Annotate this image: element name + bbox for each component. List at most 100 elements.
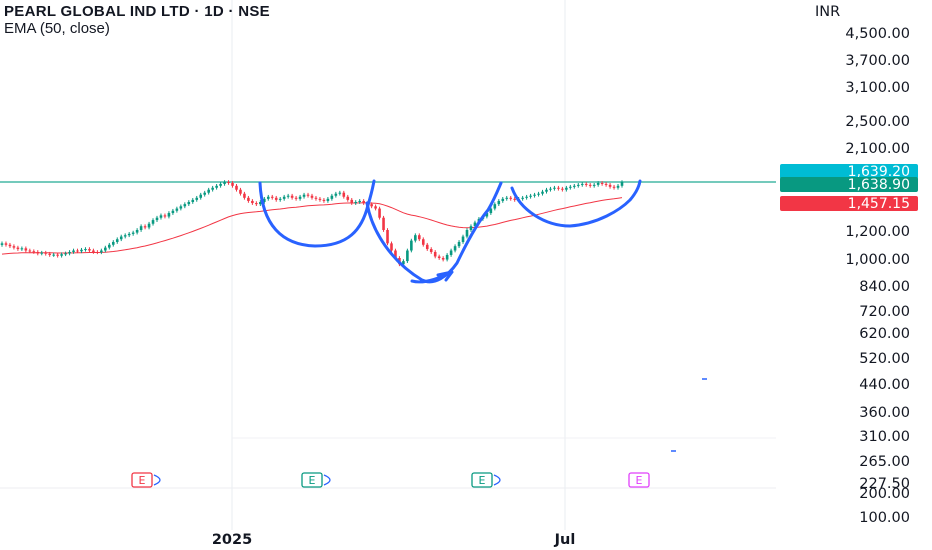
candle-body: [437, 256, 441, 258]
candle-body: [4, 243, 8, 245]
candle-body: [489, 208, 493, 214]
candle-body: [111, 241, 115, 245]
candle-body: [119, 236, 123, 240]
price-tick-label: 227.50: [859, 476, 910, 492]
earnings-marker[interactable]: [131, 472, 153, 488]
candle-body: [302, 194, 306, 197]
earnings-marker-label: E: [309, 474, 316, 487]
candle-body: [354, 202, 358, 204]
price-tick-label: 200.00: [859, 486, 910, 502]
candle-body: [569, 186, 572, 188]
candle-body: [12, 246, 16, 248]
ema-value-label: 1,457.15: [848, 196, 910, 212]
candle-body: [414, 235, 417, 241]
earnings-marker[interactable]: [628, 472, 650, 488]
price-tick-label: 2,100.00: [845, 141, 910, 157]
candle-body: [159, 215, 163, 218]
candle-body: [521, 197, 524, 199]
candle-body: [282, 196, 286, 199]
dividend-arc-icon: [493, 474, 501, 486]
candle-body: [115, 239, 119, 242]
candle-body: [576, 184, 580, 186]
candle-body: [239, 189, 242, 194]
candle-body: [314, 197, 318, 199]
earnings-marker-label: E: [636, 474, 643, 487]
candle-body: [553, 187, 556, 189]
candle-body: [394, 250, 397, 258]
chart-title: PEARL GLOBAL IND LTD · 1D · NSE: [4, 3, 270, 20]
candle-body: [358, 200, 361, 202]
candle-body: [127, 233, 131, 236]
candle-body: [322, 199, 326, 201]
candle-body: [163, 215, 167, 217]
candle-body: [378, 208, 381, 218]
candle-body: [402, 261, 405, 265]
candle-body: [183, 204, 187, 207]
candle-body: [104, 247, 107, 251]
candle-body: [592, 184, 596, 186]
candle-body: [123, 235, 127, 237]
candle-body: [449, 250, 453, 255]
candle-body: [203, 192, 206, 195]
candle-body: [501, 198, 505, 201]
price-tick-label: 310.00: [859, 429, 910, 445]
candle-body: [334, 193, 338, 196]
candle-body: [525, 196, 528, 198]
earnings-marker[interactable]: [301, 472, 323, 488]
candle-body: [147, 223, 151, 228]
price-tick-label: 720.00: [859, 304, 910, 320]
candle-body: [143, 226, 147, 228]
candle-body: [350, 199, 354, 204]
price-tick-label: 520.00: [859, 351, 910, 367]
earnings-marker[interactable]: [471, 472, 493, 488]
candle-body: [612, 186, 616, 188]
candle-body: [40, 252, 44, 254]
candle-body: [608, 184, 612, 187]
earnings-marker-label: E: [479, 474, 486, 487]
candle-body: [306, 194, 310, 196]
candle-body: [251, 200, 254, 204]
price-tick-label: 620.00: [859, 326, 910, 342]
candle-body: [604, 183, 608, 185]
price-tick-label: 4,500.00: [845, 26, 910, 42]
candle-body: [0, 243, 4, 245]
hand-drawn-curve[interactable]: [510, 179, 642, 228]
time-tick-label: Jul: [554, 532, 576, 548]
candle-body: [52, 254, 55, 256]
candle-body: [108, 244, 111, 248]
candle-body: [155, 217, 159, 221]
candle-body: [84, 249, 87, 251]
candle-body: [294, 197, 298, 199]
candle-body: [584, 183, 588, 185]
candle-body: [175, 208, 179, 211]
candle-body: [362, 200, 365, 204]
price-axis[interactable]: [776, 0, 932, 550]
candle-body: [425, 244, 429, 250]
candle-body: [374, 206, 377, 209]
candle-body: [453, 246, 457, 251]
hand-drawn-curve[interactable]: [365, 181, 503, 284]
candle-body: [44, 252, 48, 254]
candle-body: [513, 198, 516, 200]
price-tick-label: 100.00: [859, 510, 910, 526]
candle-body: [215, 185, 218, 188]
candle-body: [243, 193, 246, 198]
hand-drawn-curve[interactable]: [410, 270, 454, 284]
candle-body: [191, 199, 195, 202]
candle-body: [231, 182, 234, 186]
candle-body: [406, 250, 409, 262]
candle-body: [199, 194, 203, 198]
current-price-label: 1,639.20: [848, 164, 910, 180]
candle-body: [100, 250, 103, 253]
price-tick-label: 1,200.00: [845, 224, 910, 240]
indicator-legend[interactable]: EMA (50, close): [4, 20, 110, 37]
candle-body: [263, 198, 266, 202]
candle-body: [270, 196, 274, 198]
candle-body: [92, 250, 95, 252]
candle-body: [549, 188, 552, 190]
dividend-arc-icon: [153, 474, 161, 486]
candle-body: [286, 195, 290, 197]
price-tick-label: 840.00: [859, 279, 910, 295]
hand-drawn-curve[interactable]: [258, 179, 376, 248]
